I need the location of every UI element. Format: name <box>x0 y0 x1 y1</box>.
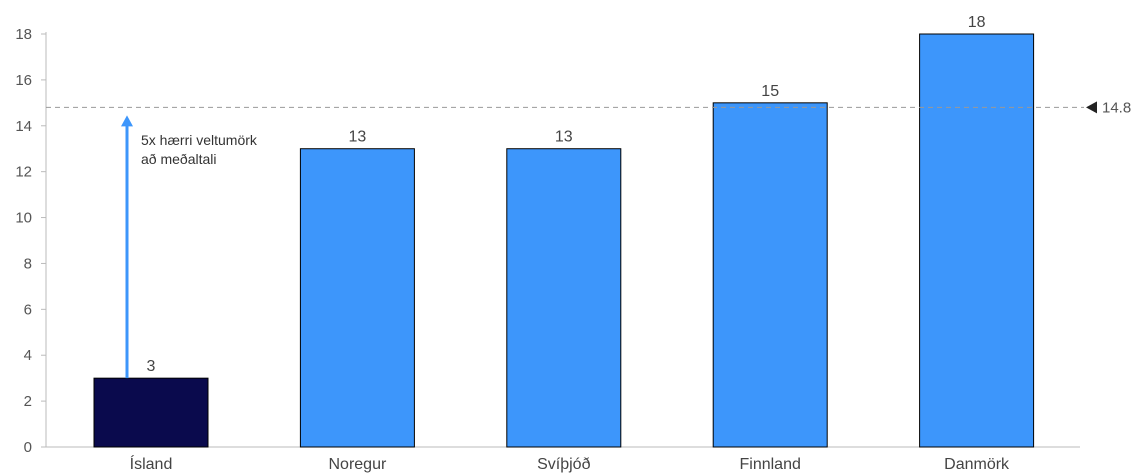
x-tick-label-3: Svíþjóð <box>537 456 590 473</box>
y-tick-label: 2 <box>24 393 32 410</box>
y-tick-label: 8 <box>24 255 32 272</box>
bar-2 <box>299 148 415 448</box>
value-label-4: 15 <box>761 83 779 100</box>
value-label-1: 3 <box>147 358 156 375</box>
value-label-5: 18 <box>968 14 986 31</box>
value-label-3: 13 <box>555 129 573 146</box>
y-tick-label: 14 <box>15 118 32 135</box>
bar-3 <box>506 148 622 448</box>
y-tick-label: 10 <box>15 210 32 227</box>
annotation-line-2: að meðaltali <box>141 151 217 167</box>
bar-4 <box>712 102 828 448</box>
x-tick-label-2: Noregur <box>328 456 386 473</box>
value-label-2: 13 <box>349 129 367 146</box>
y-tick-label: 18 <box>15 26 32 43</box>
annotation-line-1: 5x hærri veltumörk <box>141 132 258 148</box>
x-tick-label-5: Danmörk <box>944 456 1010 473</box>
annotations: 5x hærri veltumörk að meðaltali 14.8 <box>46 99 1131 379</box>
y-tick-label: 12 <box>15 164 32 181</box>
y-tick-label: 4 <box>24 347 32 364</box>
reference-marker-icon <box>1086 101 1097 114</box>
reference-line-label: 14.8 <box>1102 99 1131 116</box>
x-tick-label-1: Ísland <box>130 454 173 473</box>
arrow-up-icon <box>121 115 133 127</box>
x-tick-label-4: Finnland <box>740 456 801 473</box>
y-tick-label: 0 <box>24 439 32 456</box>
bar-1 <box>93 377 209 448</box>
y-tick-label: 16 <box>15 72 32 89</box>
axes: 0 2 4 6 8 10 12 14 16 18 Ísland Noregur Svíþjóð Finnl… <box>15 26 1080 473</box>
bars: 3 13 13 15 18 <box>93 14 1035 448</box>
y-tick-label: 6 <box>24 301 32 318</box>
bar-5 <box>919 33 1035 448</box>
